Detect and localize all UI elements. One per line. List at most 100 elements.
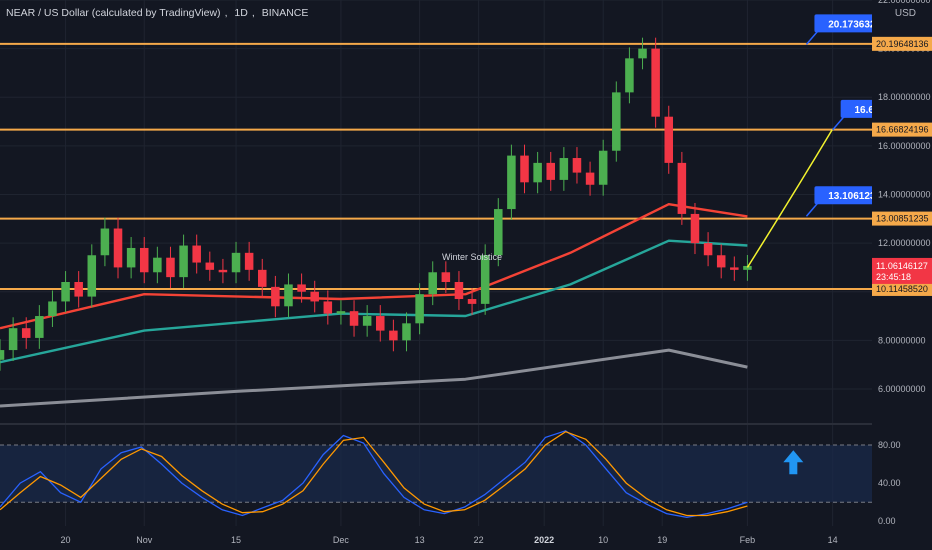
price-tick-label: 16.00000000 (878, 141, 931, 151)
candle-body (257, 269, 267, 287)
osc-tick-label: 40.00 (878, 478, 901, 488)
candle-body (389, 330, 398, 341)
projection-line (746, 128, 834, 268)
last-price-tag (872, 257, 932, 284)
candle-body (703, 243, 713, 256)
candle-body (218, 269, 228, 273)
time-tick-label: Nov (136, 535, 153, 545)
level-price-label: 13.00851235 (876, 214, 929, 224)
candle-body (520, 155, 529, 183)
candle-body (428, 272, 437, 295)
currency-label[interactable]: USD (894, 8, 916, 19)
price-tick-label: 22.00000000 (878, 0, 931, 5)
candle-body (638, 48, 647, 59)
candle-body (415, 294, 424, 324)
time-tick-label: Dec (333, 535, 350, 545)
candle-body (730, 267, 739, 270)
candle-body (664, 116, 674, 163)
candle-body (572, 158, 582, 173)
candle-body (441, 272, 451, 282)
callout-pointer (832, 115, 846, 131)
candle-body (310, 291, 319, 302)
exchange-label: BINANCE (261, 7, 309, 19)
price-tick-label: 6.00000000 (878, 384, 926, 394)
level-price-tag (872, 211, 932, 226)
stoch-band (0, 445, 872, 503)
level-price-tag (872, 281, 932, 296)
price-tick-label: 14.00000000 (878, 189, 931, 199)
level-price-label: 10.11458520 (876, 284, 928, 294)
arrow-up-icon (783, 450, 804, 475)
candle-body (546, 162, 555, 180)
callout-label: 13.10612338 (828, 191, 887, 202)
candle-body (454, 282, 464, 300)
candle-body (297, 284, 306, 292)
stoch-line (0, 430, 748, 517)
candle-body (166, 257, 175, 278)
callout-pointer (805, 29, 820, 45)
candle-body (336, 311, 346, 314)
candle-body (179, 245, 188, 278)
candle-body (153, 257, 162, 273)
level-price-label: 20.19648136 (876, 39, 929, 49)
candle-body (585, 172, 595, 185)
candle-body (231, 252, 241, 273)
candle-body (61, 282, 70, 302)
candle-body (362, 316, 372, 326)
time-tick-label: Feb (740, 535, 756, 545)
time-tick-label: 2022 (534, 535, 554, 545)
candle-body (402, 323, 411, 341)
candle-body (677, 162, 687, 214)
price-axis: 6.000000008.0000000010.0000000012.000000… (872, 0, 932, 550)
candle-body (323, 301, 333, 314)
interval-label[interactable]: 1D (234, 7, 248, 19)
candle-body (244, 252, 254, 270)
candle-body (0, 350, 5, 360)
candle-body (21, 328, 31, 338)
candle-body (376, 316, 385, 331)
level-price-tag (872, 122, 932, 137)
candle-body (35, 316, 44, 338)
candle-body (612, 92, 621, 151)
level-price-tag (872, 36, 932, 51)
candle-body (651, 48, 660, 117)
candle-body (625, 58, 634, 93)
candle-body (507, 155, 516, 210)
candle-body (467, 299, 477, 304)
candle-body (271, 286, 280, 307)
candles (0, 37, 752, 371)
candle-body (8, 328, 18, 351)
candle-body (349, 311, 359, 326)
symbol-label[interactable]: NEAR / US Dollar (calculated by TradingV… (6, 7, 221, 19)
candle-body (690, 213, 700, 244)
countdown-label: 23:45:18 (876, 272, 911, 282)
callout-label: 20.17363234 (828, 19, 887, 30)
osc-tick-label: 0.00 (878, 516, 896, 526)
candle-body (87, 255, 97, 297)
last-price-label: 11.06146127 (876, 261, 928, 271)
candle-body (48, 301, 57, 317)
time-tick-label: 20 (61, 535, 71, 545)
candle-body (113, 228, 123, 268)
candle-body (743, 265, 752, 270)
callout-pointer (805, 201, 820, 217)
candle-body (100, 228, 110, 256)
moving-average-line (0, 203, 748, 330)
candle-body (716, 255, 726, 268)
time-tick-label: 10 (598, 535, 608, 545)
stoch-line (0, 430, 748, 519)
candle-body (494, 209, 503, 256)
candle-body (192, 245, 201, 263)
candle-body (205, 262, 215, 270)
candle-body (284, 284, 293, 307)
candle-body (598, 150, 608, 185)
moving-average-line (0, 348, 748, 408)
price-tick-label: 18.00000000 (878, 92, 931, 102)
candle-body (139, 247, 149, 273)
candle-body (533, 162, 542, 183)
price-tick-label: 8.00000000 (878, 335, 926, 345)
level-price-label: 16.66824196 (876, 125, 929, 135)
time-tick-label: 15 (231, 535, 241, 545)
